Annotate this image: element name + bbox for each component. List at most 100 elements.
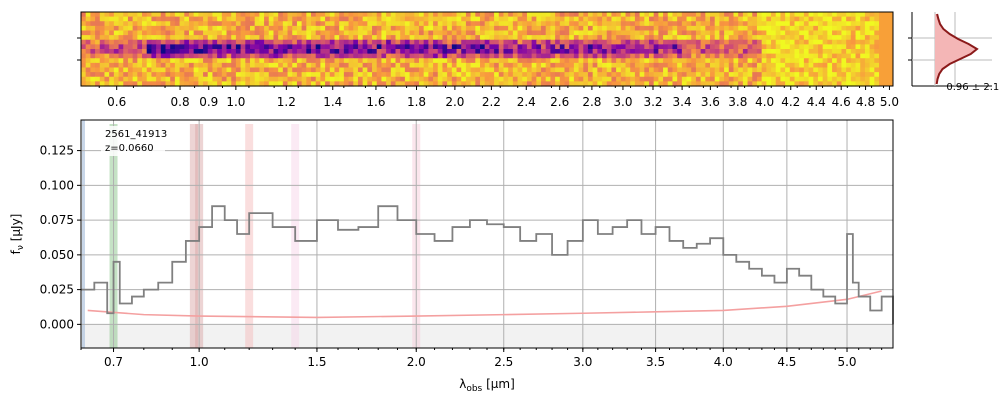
heatmap-cell <box>808 58 814 64</box>
heatmap-cell <box>733 35 739 41</box>
heatmap-cell <box>681 67 688 73</box>
heatmap-cell <box>752 30 758 36</box>
heatmap-cell <box>869 25 875 32</box>
heatmap-cell <box>841 49 847 55</box>
heatmap-cell <box>677 30 683 36</box>
heatmap-cell <box>113 35 120 41</box>
heatmap-cell <box>597 81 603 87</box>
heatmap-cell <box>437 21 444 27</box>
heatmap-cell <box>785 16 791 22</box>
heatmap-cell <box>273 35 279 41</box>
heatmap-cell <box>282 81 289 87</box>
heatmap-cell <box>526 53 533 59</box>
heatmap-cell <box>799 21 805 27</box>
heatmap-cell <box>663 53 669 59</box>
heatmap-cell <box>325 76 331 82</box>
heatmap-cell <box>165 76 171 82</box>
heatmap-cell <box>761 49 767 55</box>
heatmap-cell <box>512 58 519 64</box>
heatmap-cell <box>311 39 317 45</box>
heatmap-cell <box>794 58 800 64</box>
heatmap-cell <box>245 44 251 50</box>
heatmap-cell <box>555 39 561 45</box>
heatmap-cell <box>395 25 401 32</box>
heatmap-cell <box>414 21 420 27</box>
heatmap-cell <box>268 16 275 22</box>
heatmap-cell <box>606 35 613 41</box>
heatmap-cell <box>160 76 167 82</box>
heatmap-cell <box>306 72 312 78</box>
heatmap-cell <box>203 35 209 41</box>
heatmap-cell <box>81 72 87 78</box>
heatmap-cell <box>451 12 458 18</box>
heatmap-cell <box>372 35 378 41</box>
heatmap-cell <box>503 30 509 36</box>
heatmap-cell <box>658 35 664 41</box>
heatmap-cell <box>123 21 129 27</box>
heatmap-cell <box>484 21 490 27</box>
heatmap-cell <box>90 44 96 50</box>
heatmap-cell <box>207 58 214 64</box>
heatmap-cell <box>850 67 857 73</box>
heatmap-cell <box>329 49 336 55</box>
heatmap-cell <box>174 35 181 41</box>
heatmap-cell <box>188 30 195 36</box>
heatmap-cell <box>494 49 500 55</box>
heatmap-cell <box>414 16 420 22</box>
heatmap-cell <box>306 49 312 55</box>
heatmap-cell <box>808 21 814 27</box>
heatmap-cell <box>587 81 594 87</box>
heatmap-cell <box>836 53 843 59</box>
heatmap-cell <box>353 76 359 82</box>
heatmap-cell <box>231 30 237 36</box>
heatmap-cell <box>555 44 561 50</box>
heatmap-cell <box>653 44 659 50</box>
heatmap-cell <box>423 53 429 59</box>
heatmap-cell <box>442 16 448 22</box>
heatmap-cell <box>95 21 101 27</box>
heatmap-cell <box>531 21 537 27</box>
heatmap-cell <box>146 62 153 69</box>
heatmap-cell <box>573 44 580 50</box>
heatmap-cell <box>775 53 782 59</box>
heatmap-cell <box>301 21 307 27</box>
heatmap-cell <box>634 81 641 87</box>
heatmap-cell <box>231 76 237 82</box>
heatmap-cell <box>832 62 838 69</box>
heatmap-cell <box>597 39 603 45</box>
heatmap-cell <box>231 25 237 32</box>
heatmap-cell <box>569 72 575 78</box>
heatmap-cell <box>846 30 852 36</box>
heatmap-cell <box>517 25 523 32</box>
heatmap-cell <box>644 72 650 78</box>
heatmap-cell <box>691 67 697 73</box>
heatmap-cell <box>240 44 246 50</box>
heatmap-cell <box>212 12 218 18</box>
heatmap-cell <box>376 72 383 78</box>
heatmap-cell <box>226 67 232 73</box>
heatmap-cell <box>874 72 880 78</box>
heatmap-cell <box>489 39 495 45</box>
heatmap-cell <box>156 12 162 18</box>
heatmap-cell <box>700 49 706 55</box>
heatmap-cell <box>794 30 800 36</box>
heatmap-cell <box>282 44 289 50</box>
heatmap-cell <box>470 39 476 45</box>
heatmap-cell <box>634 62 641 69</box>
heatmap-cell <box>817 53 824 59</box>
heatmap-cell <box>372 12 378 18</box>
heatmap-cell <box>142 12 148 18</box>
heatmap-cell <box>268 35 275 41</box>
heatmap-cell <box>137 49 143 55</box>
heatmap-cell <box>447 53 453 59</box>
heatmap-cell <box>372 25 378 32</box>
heatmap-cell <box>780 44 786 50</box>
heatmap-cell <box>404 62 411 69</box>
heatmap-cell <box>484 53 490 59</box>
heatmap-cell <box>710 30 716 36</box>
heatmap-cell <box>217 12 223 18</box>
heatmap-cell <box>799 12 805 18</box>
heatmap-cell <box>817 58 824 64</box>
heatmap-cell <box>390 67 397 73</box>
heatmap-cell <box>874 30 880 36</box>
